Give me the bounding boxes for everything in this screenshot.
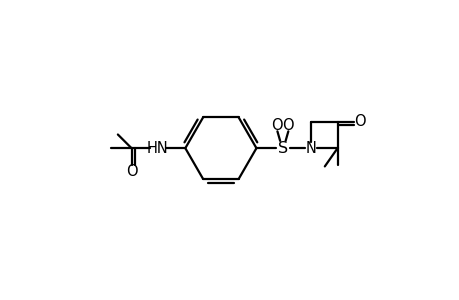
Text: O: O: [271, 118, 283, 133]
Text: N: N: [305, 141, 316, 156]
Text: O: O: [125, 164, 137, 179]
Text: HN: HN: [147, 141, 168, 156]
Text: O: O: [354, 114, 365, 129]
Text: O: O: [282, 118, 293, 133]
Text: S: S: [277, 141, 287, 156]
